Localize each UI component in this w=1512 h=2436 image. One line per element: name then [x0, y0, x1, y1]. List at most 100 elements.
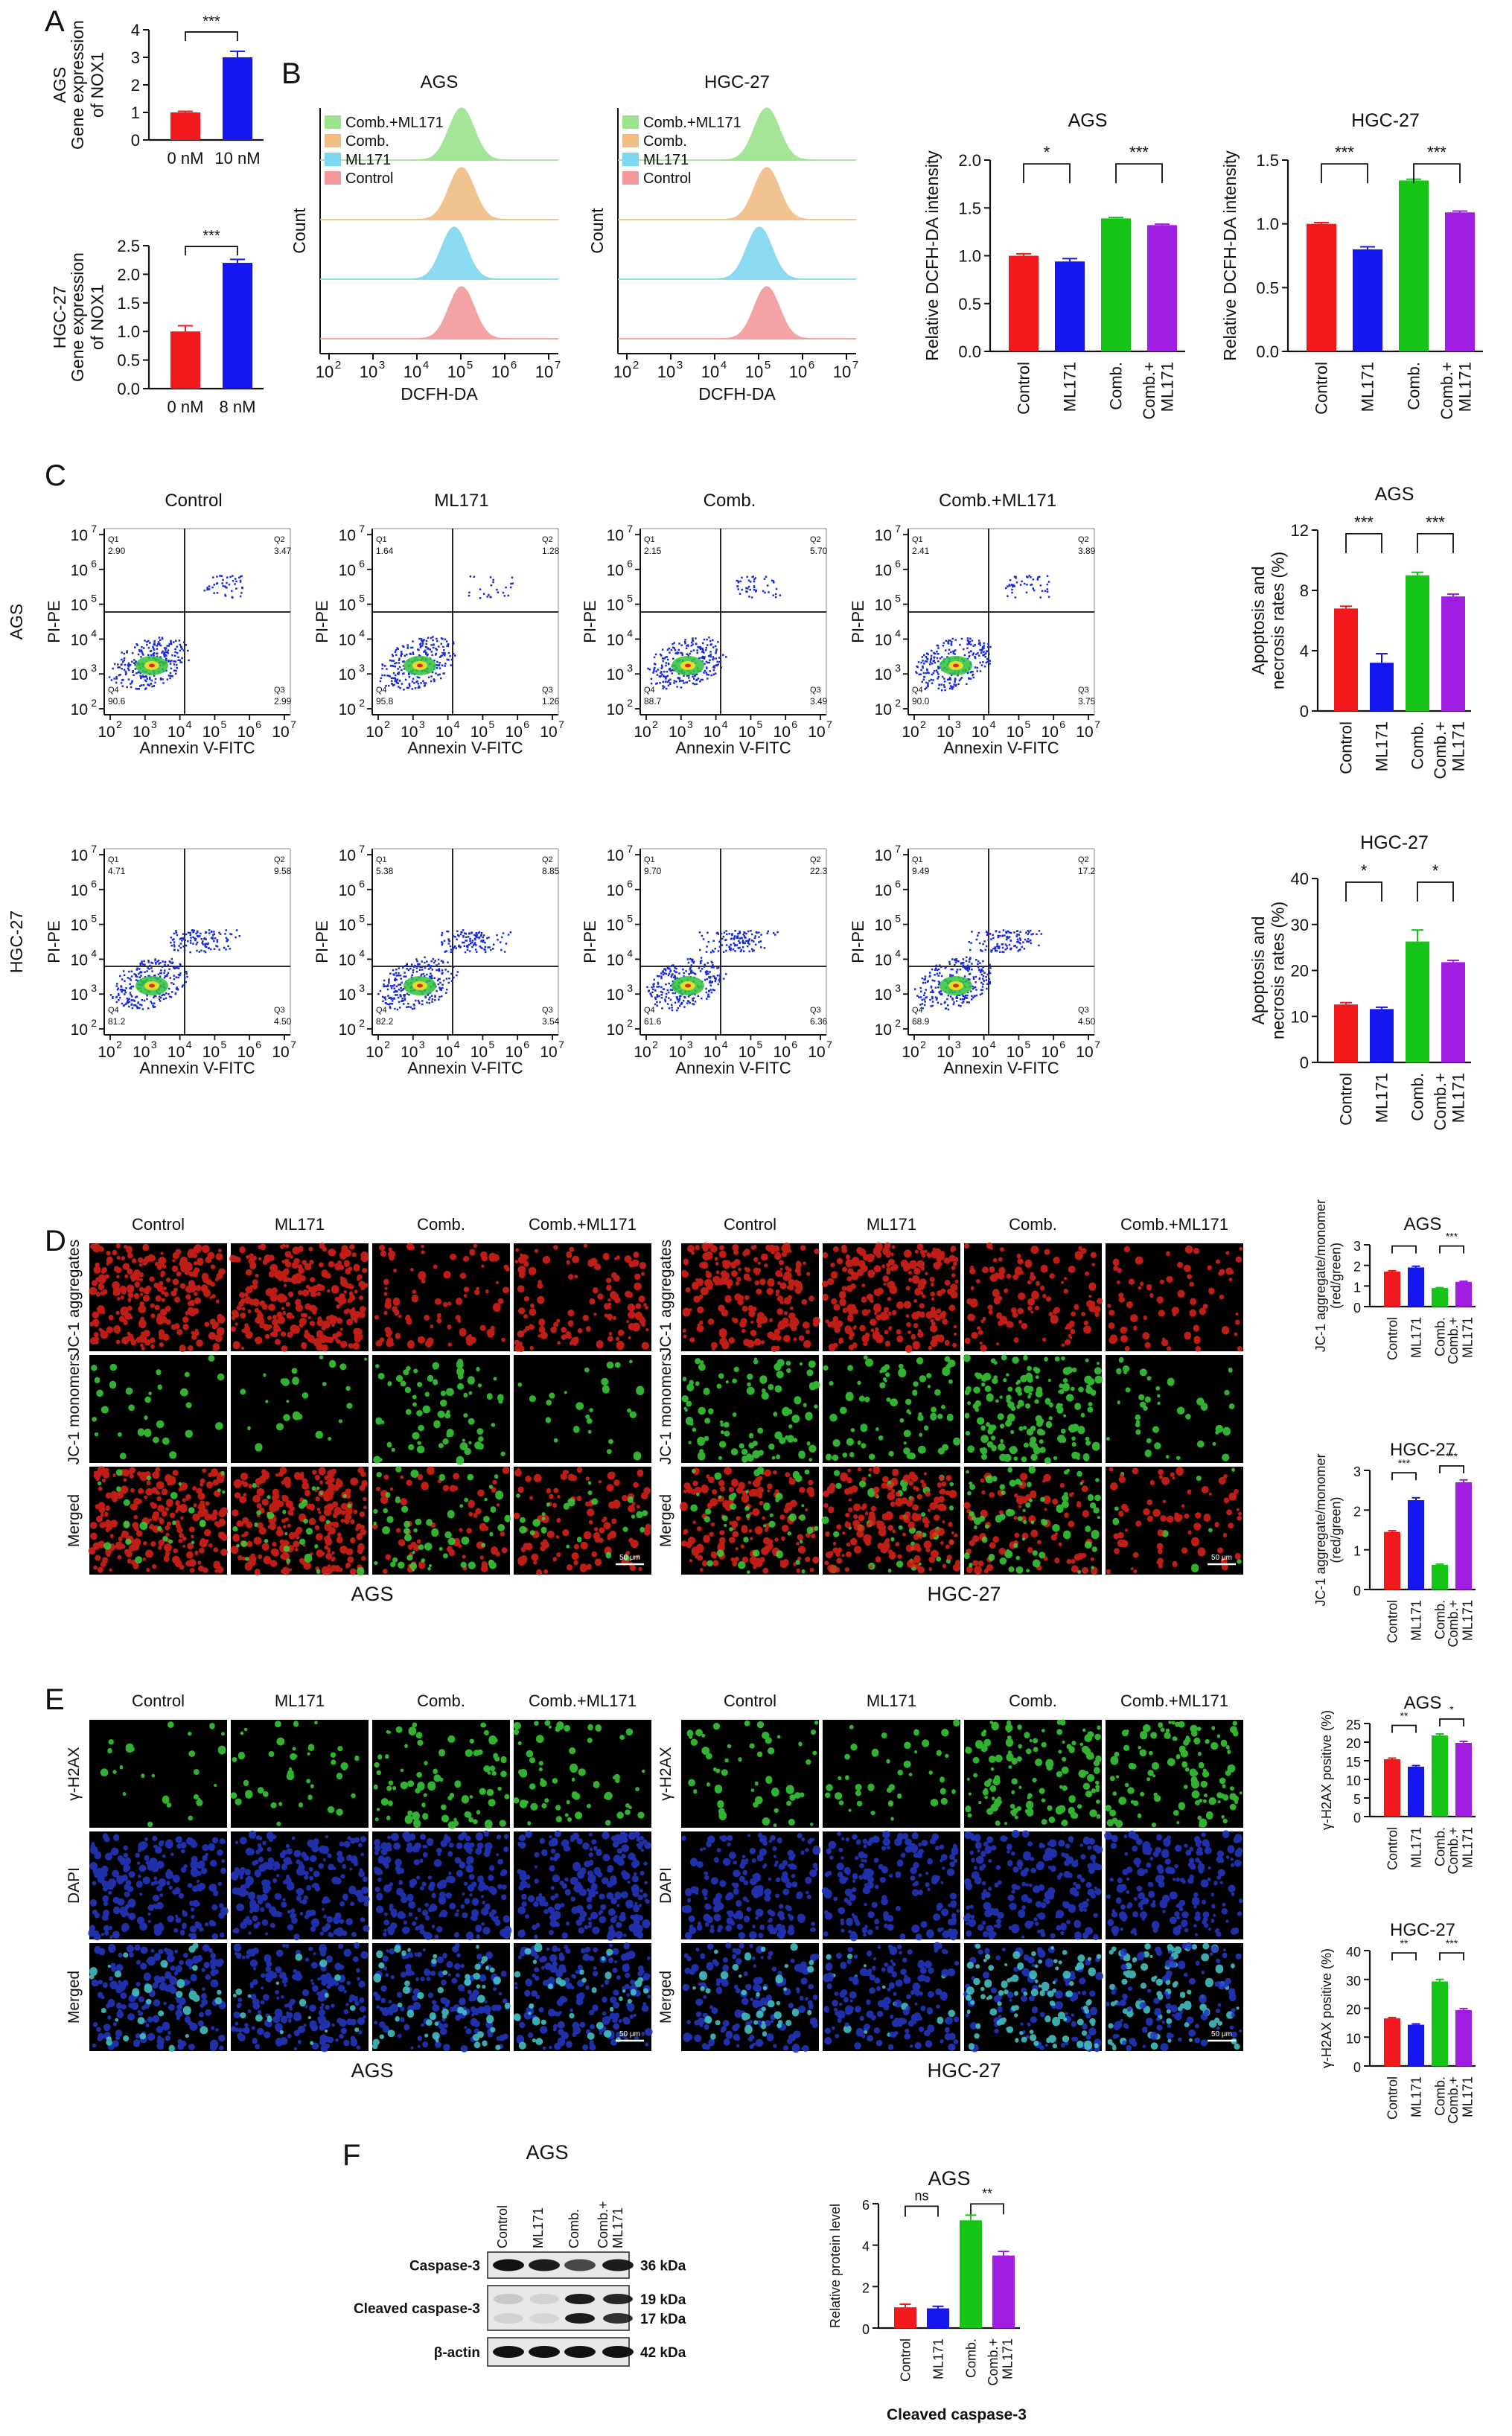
panel-c-x-tick-label: 10 — [133, 1044, 150, 1061]
panel-d-ags-y-label: (red/green) — [1329, 1243, 1344, 1309]
panel-c-x-tick-label: 10 — [937, 1044, 954, 1061]
panel-f-band-label: Caspase-3 — [409, 2259, 480, 2274]
panel-c-quadrant-name: Q2 — [810, 535, 821, 544]
panel-b-ags-bar — [1009, 255, 1039, 351]
panel-d-cell-signal — [963, 1465, 1101, 1575]
panel-f-protein-x-label: Control — [898, 2338, 913, 2382]
panel-c-x-tick-exp: 3 — [687, 1039, 693, 1050]
panel-e-ags-x-label: Comb. — [1432, 1827, 1447, 1866]
panel-f-band — [529, 2294, 559, 2304]
panel-c-y-tick-label: 10 — [875, 527, 892, 544]
panel-c-x-tick-label: 10 — [902, 1044, 919, 1061]
panel-e-column-title: Control — [132, 1692, 185, 1710]
panel-c-x-tick-label: 10 — [808, 1044, 825, 1061]
panel-d-micrograph — [514, 1355, 651, 1463]
panel-f-protein-sig-mark: ns — [914, 2188, 928, 2203]
panel-f-protein-x-label: Comb. — [963, 2338, 978, 2378]
panel-f-protein-y-label: Relative protein level — [828, 2204, 843, 2328]
panel-e-column-title: Comb. — [417, 1692, 465, 1710]
panel-e-ags-bar — [1384, 1759, 1400, 1817]
panel-c-x-tick-exp: 6 — [255, 1039, 261, 1050]
panel-c-y-tick-exp: 7 — [895, 523, 901, 535]
panel-e-micrograph — [89, 1942, 227, 2053]
panel-c-x-tick-label: 10 — [540, 724, 557, 741]
panel-c-quadrant-value: 95.8 — [376, 696, 394, 707]
panel-a-ags-y-label: of NOX1 — [87, 52, 106, 118]
panel-b-hgc27-title: HGC-27 — [1351, 110, 1420, 131]
panel-d-hgc27-y-tick-label: 2 — [1353, 1504, 1361, 1519]
panel-e-ags-chart: 0 5 10 15 20 25 γ-H2AX positive (%) AGS Control M… — [1319, 1693, 1476, 1875]
panel-e-hgc27-bar — [1384, 2018, 1400, 2066]
panel-b-hist-x-tick-exp: 7 — [852, 359, 858, 372]
panel-b-ags-sig-bracket — [1023, 163, 1071, 184]
panel-d-column-title: Comb. — [1009, 1215, 1057, 1234]
panel-d-micrograph — [821, 1242, 960, 1353]
panel-d-micrograph — [964, 1242, 1103, 1352]
panel-c-x-tick-label: 10 — [272, 1044, 289, 1061]
panel-b-legend-label: Control — [345, 170, 393, 187]
panel-c-y-tick-label: 10 — [71, 527, 88, 544]
panel-c-ags-bar — [1441, 596, 1465, 711]
panel-c-quadrant-name: Q2 — [542, 535, 553, 544]
panel-e-hgc27-y-tick-label: 10 — [1346, 2031, 1361, 2046]
panel-d-micrograph — [372, 1243, 510, 1351]
panel-c-quadrant-name: Q3 — [542, 1006, 553, 1015]
panel-c-y-tick-label: 10 — [71, 847, 88, 864]
panel-c-y-tick-label: 10 — [875, 631, 892, 648]
panel-f-band — [494, 2294, 523, 2304]
panel-c-ags-x-label: Control — [1337, 721, 1356, 774]
panel-d-cell-signal — [371, 1466, 510, 1575]
panel-c-quadrant-name: Q4 — [376, 1006, 387, 1015]
panel-c-x-tick-exp: 6 — [791, 718, 797, 730]
panel-c-y-tick-label: 10 — [339, 666, 356, 683]
panel-d-ags-chart: 0 1 2 3 JC-1 aggregate/monomer (red/green) AGS… — [1313, 1199, 1476, 1365]
panel-c-y-tick-exp: 5 — [627, 593, 633, 605]
panel-f-band — [565, 2313, 595, 2324]
panel-c-y-tick-label: 10 — [71, 951, 88, 969]
panel-e-cell-signal — [513, 1942, 649, 2050]
panel-c-x-tick-exp: 3 — [955, 1039, 961, 1050]
panel-c-row-label: HGC-27 — [7, 911, 26, 973]
panel-e-ags-x-label: ML171 — [1409, 1827, 1423, 1868]
panel-e-hgc27-sig-bracket — [1391, 1952, 1417, 1961]
panel-c-ags-bar — [1334, 608, 1358, 711]
panel-c-x-tick-label: 10 — [401, 724, 418, 741]
panel-c-x-label: Annexin V-FITC — [943, 739, 1059, 757]
panel-c-x-tick-label: 10 — [972, 1044, 989, 1061]
panel-a-ags-sig-mark: *** — [202, 13, 220, 30]
panel-d-micrograph-background — [1106, 1467, 1243, 1575]
panel-b-ags-y-tick-label: 0.5 — [958, 295, 981, 313]
panel-c-y-tick-label: 10 — [71, 917, 88, 934]
panel-c-quadrant-value: 1.28 — [542, 546, 560, 556]
panel-a-ags-y-tick-label: 2 — [131, 76, 140, 95]
panel-f-lane-label: ML171 — [610, 2207, 625, 2248]
panel-c-x-tick-label: 10 — [739, 724, 756, 741]
panel-e-cell-signal — [373, 1942, 508, 2053]
panel-c-ags-x-label: ML171 — [1449, 721, 1467, 771]
panel-c-y-tick-exp: 2 — [91, 1017, 97, 1029]
panel-b-hgc27-sig-bracket — [1321, 163, 1368, 184]
panel-c-x-tick-exp: 6 — [791, 1039, 797, 1050]
panel-a-hgc-27-x-label: 0 nM — [168, 398, 204, 416]
panel-a-hgc-27-y-tick-label: 1.5 — [117, 294, 140, 313]
panel-e-micrograph — [89, 1720, 227, 1828]
panel-c-y-tick-exp: 4 — [91, 947, 97, 959]
panel-c-x-tick-exp: 4 — [186, 1039, 192, 1050]
panel-b-legend-label: Control — [643, 170, 691, 187]
panel-b-legend-swatch — [622, 134, 639, 147]
panel-c-hgc27-sig-bracket — [1417, 881, 1454, 902]
panel-c-quadrant-value: 1.26 — [542, 696, 560, 707]
panel-b-hgc27-x-label: Comb.+ — [1438, 362, 1456, 420]
panel-c-y-tick-label: 10 — [875, 701, 892, 718]
panel-c-x-label: Annexin V-FITC — [675, 739, 791, 757]
panel-c-quadrant-name: Q3 — [274, 686, 285, 695]
panel-c-quadrant-value: 5.38 — [376, 866, 394, 876]
panel-b-hist-x-tick-label: 10 — [833, 363, 851, 381]
panel-e-micrograph-background — [514, 1831, 651, 1939]
panel-c-y-tick-label: 10 — [875, 597, 892, 614]
panel-c-y-tick-label: 10 — [339, 1021, 356, 1039]
panel-c-y-label: PI-PE — [313, 600, 331, 643]
panel-d-micrograph — [229, 1243, 369, 1352]
panel-c-y-tick-label: 10 — [339, 631, 356, 648]
